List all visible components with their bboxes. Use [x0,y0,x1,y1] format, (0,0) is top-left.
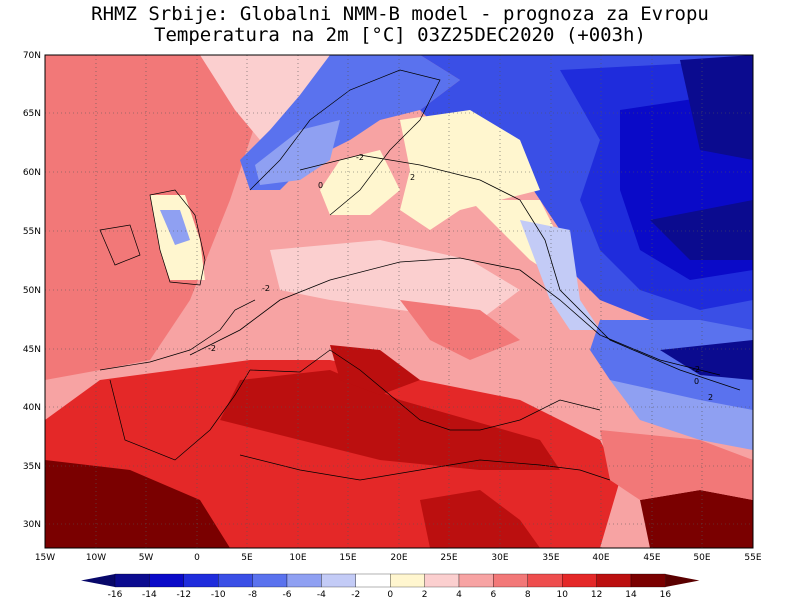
lat-tick-label: 35N [23,462,41,472]
colorbar-swatch [458,573,494,588]
lat-tick-label: 45N [23,345,41,355]
contour-label: 0 [318,181,323,190]
colorbar-swatch [527,573,563,588]
plot-frame [44,54,754,549]
colorbar-swatch [596,573,632,588]
colorbar-tick-label: 2 [422,590,428,600]
map-title-line-1: RHMZ Srbije: Globalni NMM-B model - prog… [91,3,709,25]
contour-label: -2 [262,284,270,293]
lon-tick-label: 0 [194,553,200,563]
colorbar-swatch [630,573,666,588]
colorbar [81,573,700,588]
colorbar-tick-label: 10 [556,590,568,600]
colorbar-tick-label: 14 [625,590,637,600]
colorbar-tick-label: -12 [176,590,191,600]
colorbar-swatch [493,573,528,588]
colorbar-swatch [218,573,253,588]
lon-tick-label: 35E [542,553,559,563]
lon-tick-label: 30E [491,553,508,563]
colorbar-tick-label: 0 [387,590,393,600]
lon-tick-label: 55E [744,553,761,563]
contour-label: -2 [208,344,216,353]
colorbar-swatch [114,573,150,588]
colorbar-tick-label: -10 [211,590,226,600]
colorbar-under-arrow [81,574,115,587]
lon-tick-label: 15W [35,553,55,563]
lon-tick-label: 20E [390,553,407,563]
contour-label: -2 [692,365,700,374]
colorbar-swatch [424,573,460,588]
colorbar-swatch [321,573,356,588]
colorbar-swatch [183,573,219,588]
colorbar-over-arrow [665,574,700,587]
lat-tick-label: 30N [23,520,41,530]
lat-tick-label: 70N [23,51,41,61]
colorbar-swatch [355,573,391,588]
colorbar-tick-label: -6 [283,590,292,600]
temperature-field [45,55,753,548]
colorbar-labels: -16 -14 -12 -10 -8 -6 -4 -2 0 2 4 6 8 10 12 14 16 [108,590,672,600]
lon-tick-label: 40E [592,553,609,563]
coastlines [99,69,611,481]
lon-tick-label: 50E [693,553,710,563]
colorbar-tick-label: 6 [491,590,497,600]
contour-label: 2 [708,393,713,402]
colorbar-swatch [149,573,184,588]
colorbar-tick-label: -14 [142,590,157,600]
contour-label: 0 [694,377,699,386]
isotherm-lines [189,154,741,391]
colorbar-tick-label: -16 [108,590,123,600]
colorbar-swatch [390,573,425,588]
lon-tick-label: 15E [339,553,356,563]
colorbar-tick-label: 16 [660,590,672,600]
longitude-axis: 15W 10W 5W 0 5E 10E 15E 20E 25E 30E 35E … [35,553,762,563]
contour-labels: -2 -2 -2 -2 0 0 2 2 [208,153,713,402]
colorbar-tick-label: -8 [248,590,257,600]
colorbar-tick-label: 8 [525,590,531,600]
colorbar-swatch [286,573,322,588]
lon-tick-label: 5E [241,553,253,563]
lon-tick-label: 10W [86,553,106,563]
colorbar-tick-label: 12 [591,590,602,600]
lat-tick-label: 65N [23,109,41,119]
map-title-line-2: Temperatura na 2m [°C] 03Z25DEC2020 (+00… [154,24,646,46]
colorbar-swatch [562,573,597,588]
lat-tick-label: 55N [23,227,41,237]
lon-tick-label: 5W [139,553,154,563]
contour-label: 2 [410,173,415,182]
colorbar-swatch [252,573,288,588]
lat-tick-label: 50N [23,286,41,296]
contour-label: -2 [356,153,364,162]
colorbar-tick-label: -2 [351,590,360,600]
lon-tick-label: 25E [440,553,457,563]
latitude-axis: 70N 65N 60N 55N 50N 45N 40N 35N 30N [23,51,41,530]
lat-tick-label: 60N [23,168,41,178]
lat-tick-label: 40N [23,403,41,413]
lon-tick-label: 10E [289,553,306,563]
colorbar-tick-label: -4 [317,590,326,600]
lon-tick-label: 45E [643,553,660,563]
colorbar-tick-label: 4 [456,590,462,600]
